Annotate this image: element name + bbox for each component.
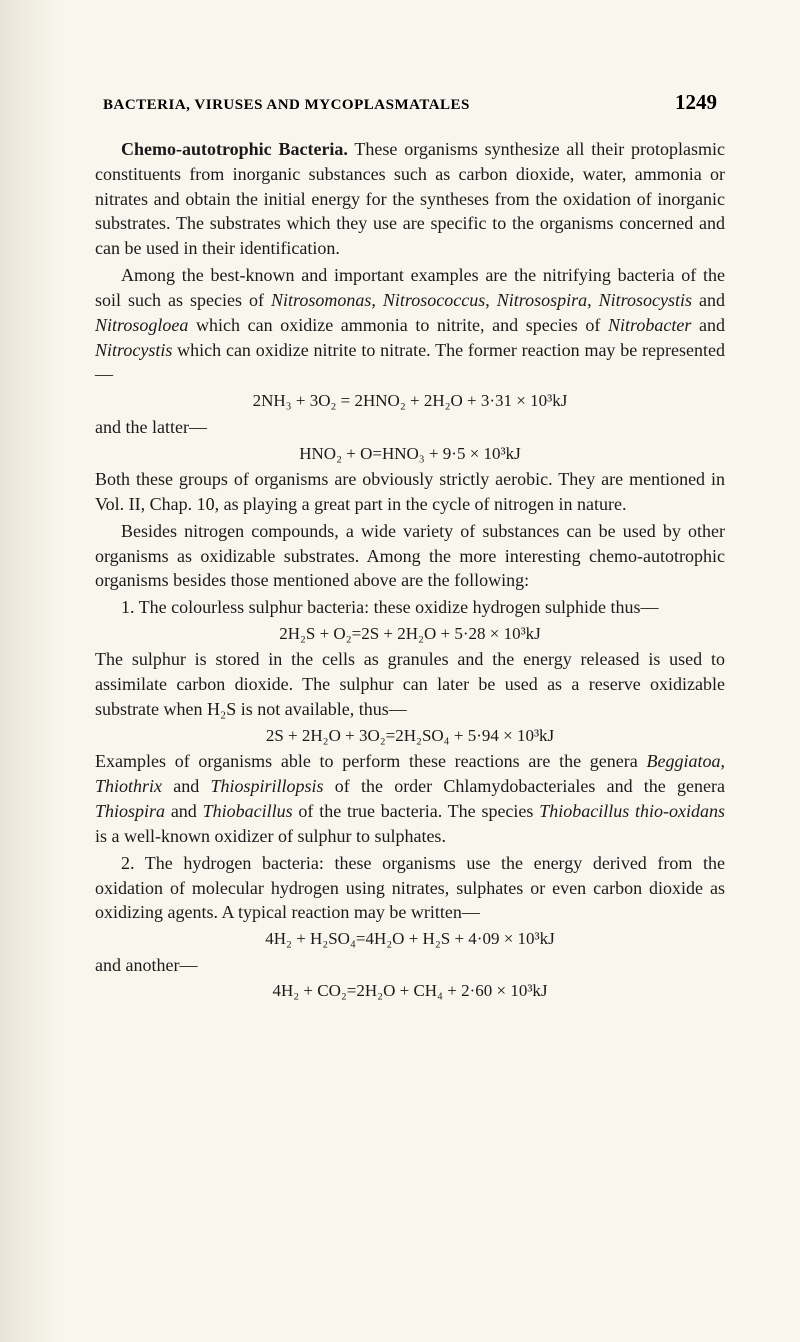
genus-thiobacillus: Thiobacillus	[203, 801, 293, 821]
paragraph-1: Chemo-autotrophic Bacteria. These organi…	[95, 137, 725, 261]
genus-nitrosogloea: Nitrosogloea	[95, 315, 188, 335]
genus-beggiatoa: Beggiatoa	[647, 751, 721, 771]
page-number: 1249	[675, 90, 717, 115]
page-header: BACTERIA, VIRUSES AND MYCOPLASMATALES 12…	[95, 90, 725, 115]
genus-nitrosocystis: Nitrosocystis	[599, 290, 692, 310]
genus-thiothrix: Thiothrix	[95, 776, 162, 796]
paragraph-8: Examples of organisms able to perform th…	[95, 749, 725, 848]
species-thiobacillus-thio-oxidans: Thiobacillus thio-oxidans	[539, 801, 725, 821]
equation-4: 2S + 2H₂O + 3O₂=2H₂SO₄ + 5·94 × 10³kJ	[95, 724, 725, 747]
paragraph-4: Both these groups of organisms are obvio…	[95, 467, 725, 517]
paragraph-2: Among the best-known and important examp…	[95, 263, 725, 387]
list-item-2: 2. The hydrogen bacteria: these organism…	[95, 851, 725, 925]
genus-nitrosomonas: Nitrosomonas	[271, 290, 371, 310]
body-text: Chemo-autotrophic Bacteria. These organi…	[95, 137, 725, 1003]
paragraph-5: Besides nitrogen compounds, a wide varie…	[95, 519, 725, 593]
equation-6: 4H₂ + CO₂=2H₂O + CH₄ + 2·60 × 10³kJ	[95, 979, 725, 1002]
paragraph-3: and the latter—	[95, 415, 725, 440]
paragraph-10: and another—	[95, 953, 725, 978]
equation-5: 4H₂ + H₂SO₄=4H₂O + H₂S + 4·09 × 10³kJ	[95, 927, 725, 950]
equation-3: 2H₂S + O₂=2S + 2H₂O + 5·28 × 10³kJ	[95, 622, 725, 645]
section-title: Chemo-autotrophic Bacteria.	[121, 139, 348, 159]
running-head: BACTERIA, VIRUSES AND MYCOPLASMATALES	[103, 97, 470, 114]
equation-1: 2NH₃ + 3O₂ = 2HNO₂ + 2H₂O + 3·31 × 10³kJ	[95, 389, 725, 412]
page-container: BACTERIA, VIRUSES AND MYCOPLASMATALES 12…	[0, 0, 800, 1342]
equation-2: HNO₂ + O=HNO₃ + 9·5 × 10³kJ	[95, 442, 725, 465]
genus-nitrocystis: Nitrocystis	[95, 340, 172, 360]
paragraph-7: The sulphur is stored in the cells as gr…	[95, 647, 725, 721]
list-item-1: 1. The colourless sulphur bacteria: thes…	[95, 595, 725, 620]
genus-nitrobacter: Nitrobacter	[608, 315, 691, 335]
genus-nitrosococcus: Nitrosococcus	[383, 290, 485, 310]
genus-thiospira: Thiospira	[95, 801, 165, 821]
genus-thiospirillopsis: Thiospirillopsis	[210, 776, 323, 796]
genus-nitrosospira: Nitrosospira	[497, 290, 587, 310]
